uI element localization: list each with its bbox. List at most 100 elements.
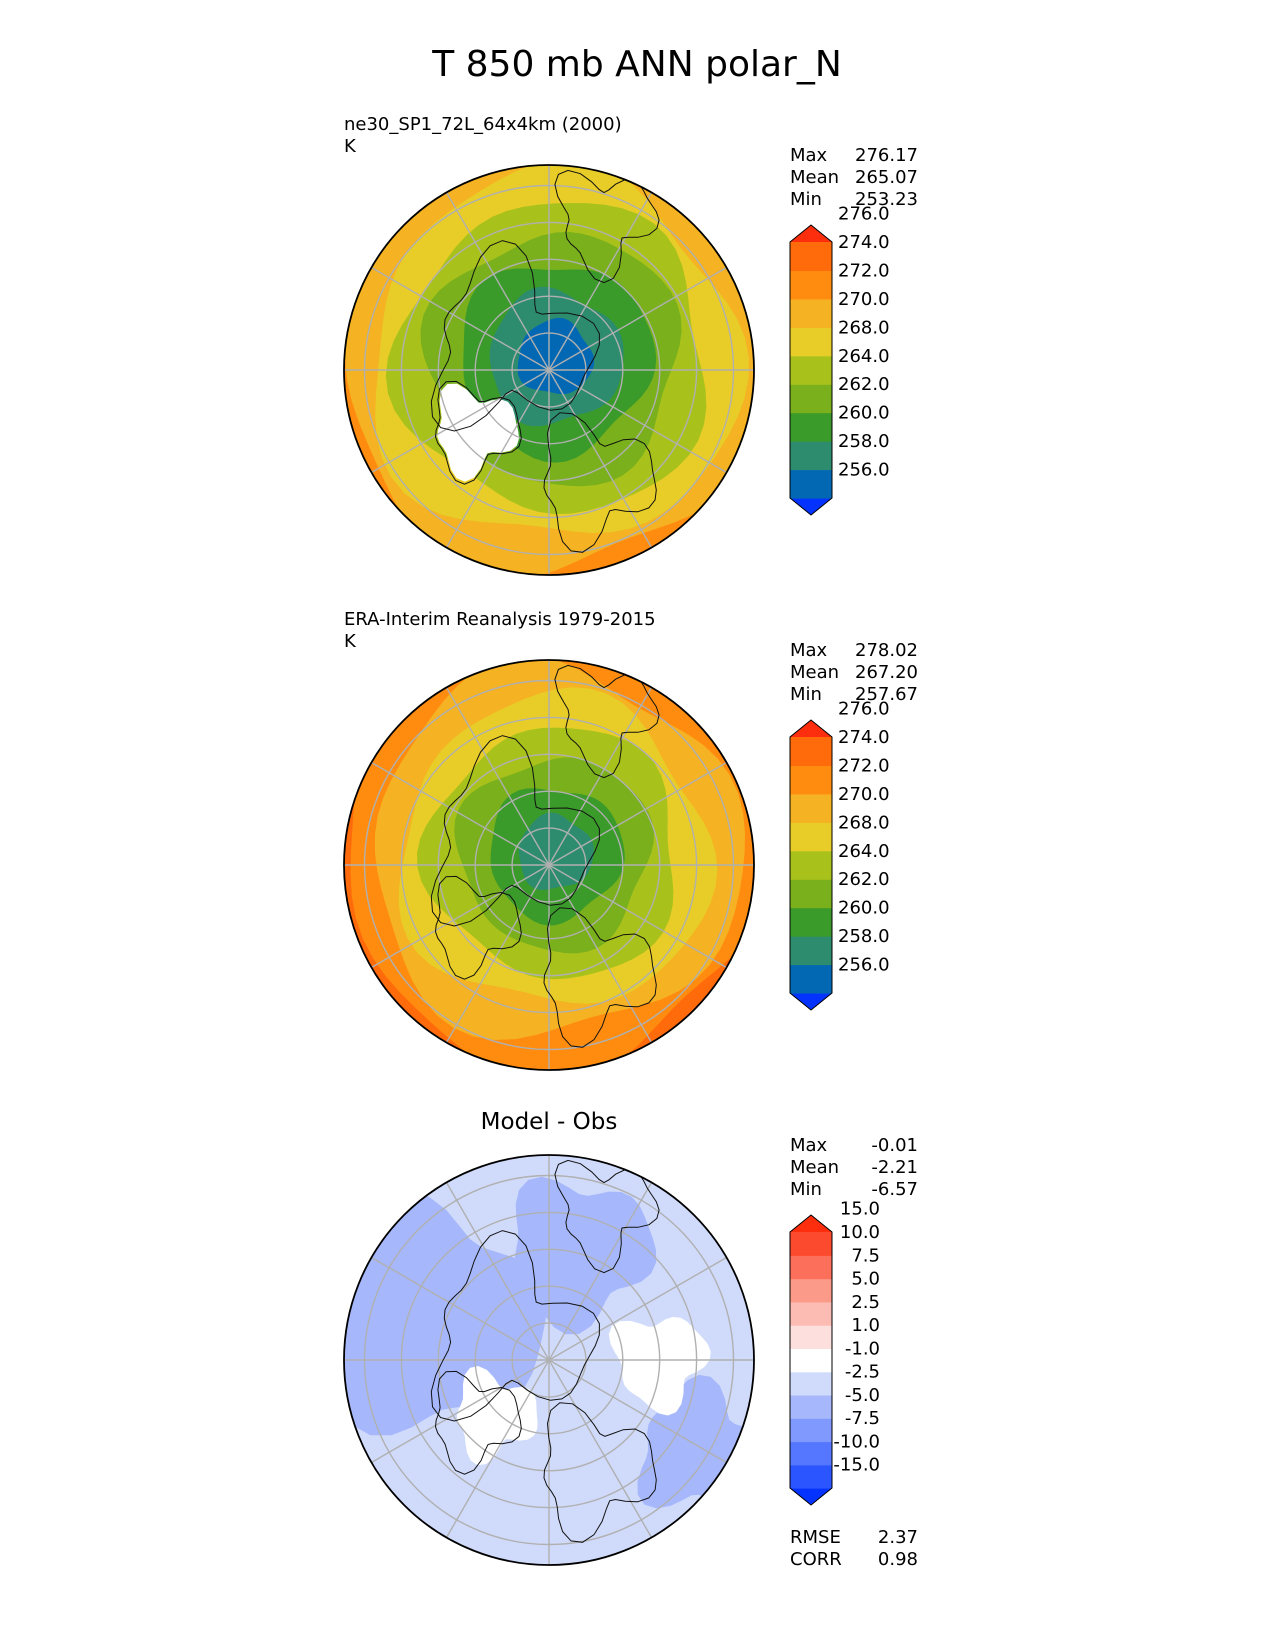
colorbar-outline <box>789 1214 833 1506</box>
colorbar-segment <box>790 964 832 994</box>
stat-label: Min <box>790 684 822 705</box>
colorbar-segment <box>790 1418 832 1443</box>
colorbar-segment <box>790 384 832 414</box>
stat-label: Mean <box>790 1157 839 1178</box>
colorbar-extend-max <box>790 1215 832 1232</box>
panel-title: ne30_SP1_72L_64x4km (2000) <box>344 114 622 135</box>
colorbar: 256.0 258.0 260.0 262.0 264.0 268.0 270.0 272.0… <box>789 204 890 516</box>
panel-units: K <box>344 136 357 157</box>
stat-label: CORR <box>790 1549 842 1570</box>
colorbar-tick-label: -5.0 <box>845 1385 880 1406</box>
colorbar-segment <box>790 1441 832 1466</box>
stat-label: RMSE <box>790 1527 841 1548</box>
stat-value: 0.98 <box>878 1549 918 1570</box>
graticule <box>344 165 754 575</box>
colorbar-segment <box>790 1232 832 1256</box>
stat-value: 253.23 <box>855 189 918 210</box>
colorbar-tick-label: 274.0 <box>838 232 890 253</box>
panel-1: ne30_SP1_72L_64x4km (2000)K Max 276.17 Mean… <box>343 114 918 576</box>
colorbar-tick-label: 2.5 <box>851 1292 880 1313</box>
colorbar-segment <box>790 907 832 937</box>
colorbar-segment <box>790 1394 832 1419</box>
panel-title: Model - Obs <box>481 1109 618 1135</box>
colorbar-tick-label: 272.0 <box>838 755 890 776</box>
colorbar-tick-label: 262.0 <box>838 869 890 890</box>
graticule <box>344 1155 754 1565</box>
colorbar-segment <box>790 879 832 909</box>
colorbar-segment <box>790 850 832 880</box>
colorbar-extend-min <box>790 1488 832 1505</box>
stat-value: -0.01 <box>871 1135 918 1156</box>
colorbar-tick-label: 268.0 <box>838 317 890 338</box>
stat-label: Mean <box>790 167 839 188</box>
colorbar-tick-label: -7.5 <box>845 1408 880 1429</box>
colorbar-extend-max <box>790 720 832 737</box>
colorbar-tick-label: 260.0 <box>838 403 890 424</box>
missing-data-region <box>437 383 520 482</box>
contour-band <box>344 1192 547 1436</box>
stat-value: 278.02 <box>855 640 918 661</box>
polar-map <box>344 660 754 1070</box>
colorbar-segment <box>790 737 832 766</box>
colorbar-tick-label: 270.0 <box>838 784 890 805</box>
colorbar-segment <box>790 1371 832 1396</box>
stat-value: 276.17 <box>855 145 918 166</box>
colorbar-segment <box>790 441 832 471</box>
colorbar-segment <box>790 270 832 300</box>
colorbar-tick-label: 276.0 <box>838 699 890 720</box>
colorbar-outline <box>789 719 833 1011</box>
colorbar-segment <box>790 298 832 328</box>
colorbar-segment <box>790 1301 832 1326</box>
colorbar-tick-label: 268.0 <box>838 812 890 833</box>
colorbar-tick-label: 270.0 <box>838 289 890 310</box>
colorbar-tick-label: -10.0 <box>833 1432 880 1453</box>
panel-units: K <box>344 631 357 652</box>
colorbar-segment <box>790 793 832 823</box>
colorbar: 256.0 258.0 260.0 262.0 264.0 268.0 270.0 272.0… <box>789 699 890 1011</box>
colorbar-segment <box>790 1464 832 1489</box>
stat-label: Min <box>790 189 822 210</box>
colorbar-segment <box>790 765 832 795</box>
colorbar-segment <box>790 1348 832 1373</box>
figure-title: T 850 mb ANN polar_N <box>431 44 842 85</box>
colorbar-segment <box>790 469 832 499</box>
polar-map <box>344 1155 754 1565</box>
colorbar-segment <box>790 1278 832 1303</box>
stat-label: Max <box>790 145 828 166</box>
stat-label: Mean <box>790 662 839 683</box>
colorbar-segment <box>790 412 832 442</box>
colorbar-tick-label: 264.0 <box>838 841 890 862</box>
colorbar-tick-label: 15.0 <box>840 1199 880 1220</box>
colorbar-tick-label: 5.0 <box>851 1269 880 1290</box>
panel-title: ERA-Interim Reanalysis 1979-2015 <box>344 609 656 630</box>
polar-map <box>344 165 754 575</box>
stat-label: Max <box>790 640 828 661</box>
stat-value: 267.20 <box>855 662 918 683</box>
colorbar-tick-label: -1.0 <box>845 1338 880 1359</box>
colorbar-segment <box>790 355 832 385</box>
colorbar: -15.0-10.0 -7.5-5.0-2.5 -1.01.02.55.0 7.510… <box>789 1199 880 1506</box>
colorbar-outline <box>789 224 833 516</box>
map-border <box>343 164 755 576</box>
contour-band <box>517 317 595 395</box>
map-border <box>343 1154 755 1566</box>
stat-value: 2.37 <box>878 1527 918 1548</box>
stat-value: 265.07 <box>855 167 918 188</box>
colorbar-segment <box>790 242 832 271</box>
stat-value: -2.21 <box>871 1157 918 1178</box>
colorbar-tick-label: 258.0 <box>838 431 890 452</box>
colorbar-tick-label: 262.0 <box>838 374 890 395</box>
stat-label: Min <box>790 1179 822 1200</box>
colorbar-tick-label: 274.0 <box>838 727 890 748</box>
colorbar-tick-label: 276.0 <box>838 204 890 225</box>
colorbar-segment <box>790 822 832 852</box>
graticule <box>344 660 754 1070</box>
colorbar-tick-label: 260.0 <box>838 898 890 919</box>
colorbar-tick-label: 272.0 <box>838 260 890 281</box>
colorbar-tick-label: 7.5 <box>851 1245 880 1266</box>
stat-label: Max <box>790 1135 828 1156</box>
stat-value: 257.67 <box>855 684 918 705</box>
